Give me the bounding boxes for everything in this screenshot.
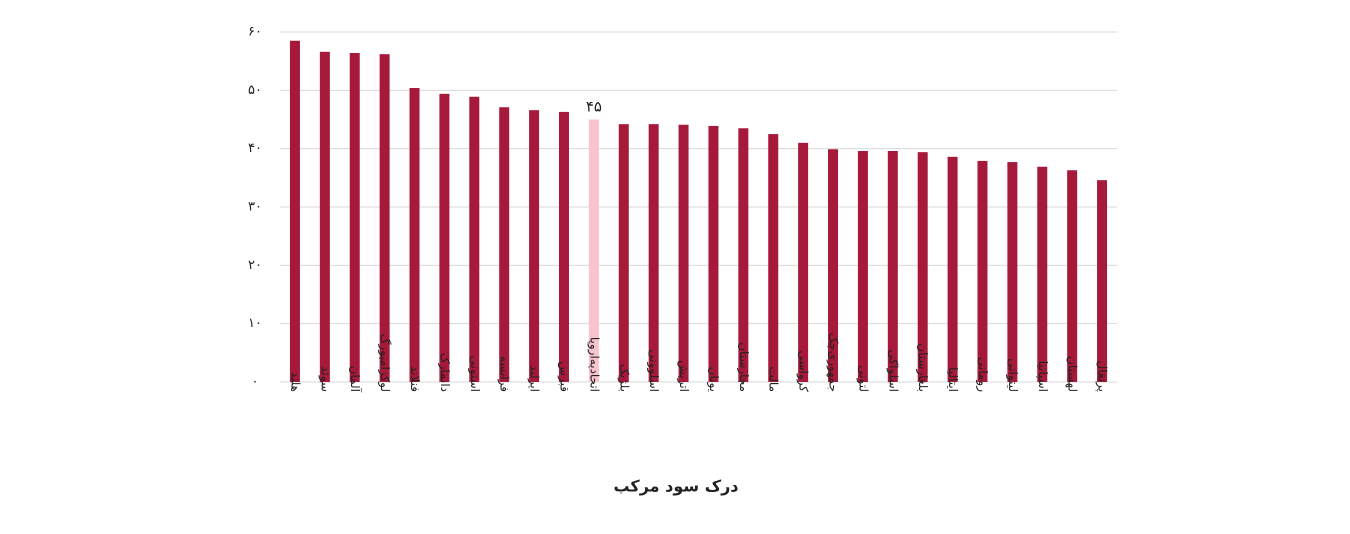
bar [499, 107, 510, 382]
y-tick-label: ۲۰ [248, 258, 262, 273]
x-tick-label: پرتغال [1095, 361, 1110, 392]
x-tick-label: هلند [288, 372, 302, 392]
value-label: ۴۵ [586, 98, 602, 116]
bar [828, 149, 839, 382]
x-tick-label: اتریش [676, 360, 691, 392]
bar [887, 151, 898, 382]
y-tick-label: ۴۰ [248, 141, 262, 156]
bar [529, 110, 540, 383]
x-tick-label: مالت [767, 366, 781, 392]
x-tick-label: استونی [467, 355, 482, 392]
x-tick-label: قبرس [556, 361, 571, 392]
bar [349, 53, 360, 382]
x-tick-label: کرواسی [796, 350, 811, 392]
x-tick-label: لوکزامبورگ [377, 334, 392, 392]
bar [708, 125, 719, 383]
y-tick-label: ۳۰ [248, 200, 262, 215]
y-tick-label: ۱۰ [248, 316, 262, 331]
bar [798, 142, 809, 382]
bar [648, 124, 659, 383]
bar [947, 156, 958, 382]
x-tick-label: یونان [706, 367, 721, 392]
bar [678, 124, 689, 382]
bar [738, 128, 749, 382]
bar [768, 134, 779, 382]
x-tick-label: سوئد [317, 366, 332, 392]
bar [379, 54, 390, 383]
x-tick-label: اتحادیه‌اروپا [586, 337, 601, 392]
x-tick-label: لتونی [855, 365, 870, 392]
x-tick-label: بلغارستان [915, 343, 930, 392]
bar [618, 124, 629, 383]
y-tick-label: ۵۰ [248, 83, 262, 98]
y-tick-label: ۶۰ [248, 25, 262, 40]
x-tick-label: لهستان [1066, 356, 1080, 392]
x-tick-label: جمهوری‌چک [826, 333, 841, 392]
x-tick-label: بلژیک [616, 364, 631, 392]
x-tick-label: دانمارک [437, 353, 452, 392]
bar [439, 93, 450, 382]
bar [1037, 166, 1048, 382]
x-tick-label: رومانی [975, 357, 990, 392]
x-tick-label: فرانسه [497, 356, 512, 392]
bar [917, 152, 928, 382]
bar [977, 160, 988, 382]
bar [558, 111, 569, 383]
y-tick-label: ۰ [252, 375, 259, 390]
x-axis-title: درک سود مرکب [613, 477, 738, 496]
x-tick-label: اسلوونی [646, 349, 661, 392]
x-tick-label: لیتوانی [1005, 358, 1020, 392]
bar [857, 151, 868, 382]
x-tick-label: اسپانیا [1036, 361, 1050, 392]
x-tick-label: اسلواکی [885, 349, 900, 392]
bar [289, 40, 300, 382]
bar [1097, 180, 1108, 382]
bar [1007, 162, 1018, 382]
x-tick-label: مجارستان [736, 342, 751, 392]
x-tick-label: فنلاند [408, 366, 422, 392]
x-tick-label: ایرلند [527, 365, 542, 392]
x-tick-label: آلمان [348, 366, 363, 393]
bar [409, 88, 420, 382]
bar [588, 119, 599, 382]
bar [1067, 170, 1078, 382]
bar [319, 51, 330, 382]
bar [469, 96, 480, 382]
x-tick-label: ایتالیا [946, 367, 960, 392]
